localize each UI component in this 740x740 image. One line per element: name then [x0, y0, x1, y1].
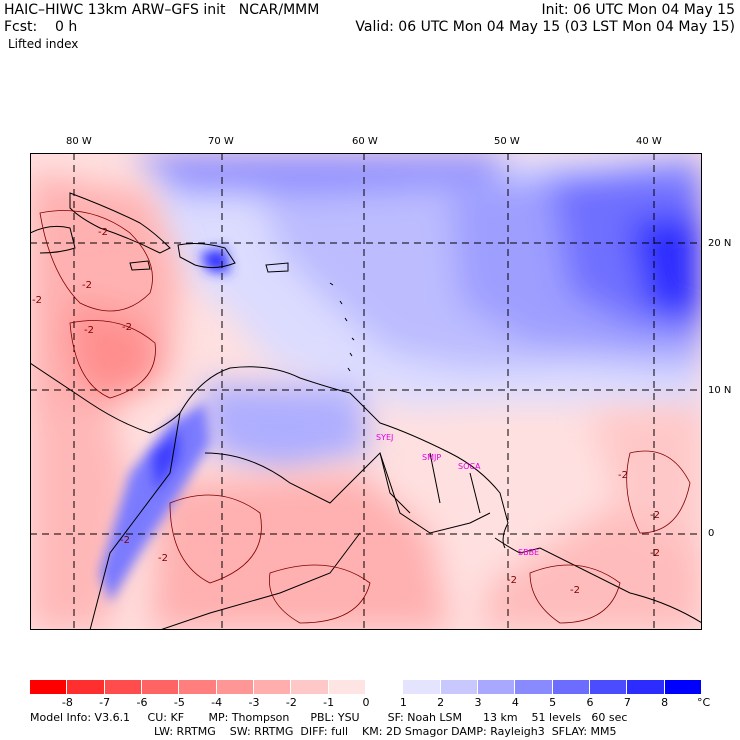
lat-label-20n: 20 N [708, 238, 732, 249]
contour-label: -2 [120, 535, 130, 546]
colorbar-tick-label: 5 [549, 696, 557, 709]
colorbar-cell [552, 680, 590, 694]
station-sbbe: SBBE [518, 548, 539, 557]
station-syej: SYEJ [376, 433, 393, 442]
lon-label-60w: 60 W [352, 136, 378, 147]
lon-label-80w: 80 W [66, 136, 92, 147]
colorbar-cell [477, 680, 516, 694]
lat-label-10n: 10 N [708, 385, 732, 396]
colorbar-tick-label: -4 [211, 696, 223, 709]
lon-label-40w: 40 W [636, 136, 662, 147]
contour-label: -2 [158, 553, 168, 564]
colorbar-cell [30, 680, 68, 694]
colorbar-tick-label: 1 [399, 696, 407, 709]
station-smjp: SMJP [422, 453, 441, 462]
colorbar-cell [67, 680, 105, 694]
contour-label: -2 [650, 548, 660, 559]
colorbar-tick-label: 8 [661, 696, 669, 709]
contour-label: -2 [84, 325, 94, 336]
colorbar-cell [141, 680, 180, 694]
contour-label: -2 [570, 585, 580, 596]
forecast-hour: Fcst: 0 h [4, 19, 78, 35]
map-frame [30, 153, 702, 630]
colorbar-cell [365, 680, 404, 694]
lat-lon-grid [30, 153, 702, 630]
init-time: Init: 06 UTC Mon 04 May 15 [541, 2, 735, 18]
model-info-line1: Model Info: V3.6.1 CU: KF MP: Thompson P… [30, 711, 628, 724]
contour-label: -2 [82, 280, 92, 291]
colorbar-tick-label: -8 [61, 696, 73, 709]
colorbar-cell [216, 680, 254, 694]
contour-label: -2 [507, 575, 517, 586]
colorbar-cell [179, 680, 217, 694]
model-info-line2: LW: RRTMG SW: RRTMG DIFF: full KM: 2D Sm… [154, 725, 617, 738]
coastlines [30, 192, 702, 630]
colorbar-tick-label: 4 [511, 696, 519, 709]
colorbar-cell [291, 680, 329, 694]
contour-label: -2 [650, 510, 660, 521]
colorbar-tick-label: -5 [173, 696, 185, 709]
colorbar-unit: °C [697, 696, 711, 709]
colorbar-cell [664, 680, 702, 694]
unstable-field [30, 173, 702, 630]
colorbar-cell [104, 680, 142, 694]
lon-label-70w: 70 W [208, 136, 234, 147]
colorbar-cell [589, 680, 628, 694]
colorbar-tick-label: 0 [362, 696, 370, 709]
lat-label-equator: 0 [708, 528, 715, 539]
colorbar-tick-label: 2 [437, 696, 445, 709]
contour-label: -2 [618, 470, 628, 481]
colorbar-cell [440, 680, 478, 694]
colorbar-cell [253, 680, 292, 694]
colorbar-cell [627, 680, 665, 694]
contour-label: -2 [98, 227, 108, 238]
contour-label: -2 [122, 322, 132, 333]
colorbar [30, 680, 702, 694]
lifted-index-map: -2 -2 -2 -2 -2 -2 -2 -2 -2 -2 -2 -2 SYEJ… [30, 153, 702, 630]
colorbar-tick-label: 7 [623, 696, 631, 709]
colorbar-cell [515, 680, 553, 694]
stable-field [130, 153, 702, 473]
valid-time: Valid: 06 UTC Mon 04 May 15 (03 LST Mon … [355, 19, 735, 35]
field-name: Lifted index [8, 37, 79, 51]
colorbar-tick-label: -7 [99, 696, 111, 709]
colorbar-tick-label: 3 [474, 696, 482, 709]
colorbar-tick-label: -2 [285, 696, 297, 709]
colorbar-tick-label: -1 [323, 696, 335, 709]
colorbar-cell [403, 680, 441, 694]
station-soca: SOCA [458, 462, 481, 471]
lon-label-50w: 50 W [494, 136, 520, 147]
contour-lines [39, 210, 691, 624]
colorbar-cell [328, 680, 366, 694]
colorbar-tick-label: -6 [136, 696, 148, 709]
contour-label: -2 [32, 295, 42, 306]
colorbar-tick-label: -3 [248, 696, 260, 709]
colorbar-tick-label: 6 [586, 696, 594, 709]
model-title: HAIC–HIWC 13km ARW–GFS init NCAR/MMM [4, 2, 320, 18]
